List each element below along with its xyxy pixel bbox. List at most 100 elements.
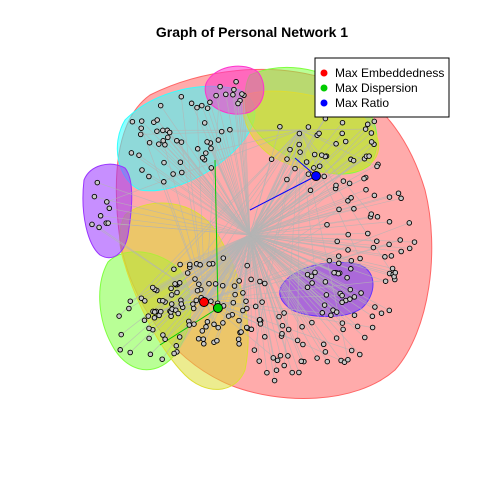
- edge: [204, 299, 345, 363]
- edge: [161, 234, 251, 360]
- edge: [249, 164, 379, 236]
- node: [129, 118, 136, 125]
- node: [339, 320, 346, 326]
- edge: [140, 128, 206, 301]
- node: [204, 319, 211, 325]
- node: [217, 83, 223, 90]
- node: [277, 352, 284, 359]
- node: [154, 117, 160, 123]
- node: [194, 104, 200, 111]
- edge: [156, 119, 251, 236]
- node: [208, 145, 214, 152]
- node: [171, 266, 177, 272]
- highlight-layer: [199, 171, 321, 313]
- node: [199, 328, 206, 334]
- node: [211, 321, 217, 328]
- node: [284, 156, 290, 162]
- node: [174, 289, 180, 296]
- node: [311, 151, 318, 158]
- edge: [249, 234, 275, 381]
- node: [309, 319, 315, 326]
- node: [201, 120, 208, 126]
- node: [339, 119, 346, 126]
- node: [116, 313, 122, 319]
- node: [297, 149, 303, 155]
- edge: [249, 234, 393, 269]
- node: [406, 220, 413, 226]
- node: [227, 126, 233, 133]
- legend-marker-ratio: [320, 99, 328, 107]
- edge: [249, 189, 367, 236]
- node: [300, 341, 306, 348]
- node: [368, 211, 375, 217]
- node: [174, 137, 180, 144]
- node: [314, 355, 320, 361]
- node: [252, 303, 259, 310]
- node: [238, 329, 244, 335]
- node: [320, 341, 327, 348]
- edge: [249, 159, 352, 236]
- node: [374, 238, 380, 244]
- edge: [119, 234, 251, 351]
- node: [398, 248, 404, 255]
- edge: [215, 95, 251, 236]
- node: [157, 102, 164, 109]
- node: [339, 292, 345, 299]
- node: [186, 322, 193, 328]
- node: [184, 270, 191, 276]
- edge: [249, 234, 324, 345]
- node: [285, 353, 291, 359]
- node: [171, 350, 177, 357]
- edge: [299, 129, 316, 273]
- edge: [239, 100, 251, 236]
- node: [398, 195, 404, 202]
- node: [328, 312, 334, 319]
- node: [213, 92, 219, 99]
- node: [166, 129, 173, 136]
- node: [411, 239, 418, 245]
- node: [307, 187, 314, 194]
- edge: [247, 234, 251, 329]
- node: [363, 186, 369, 193]
- node: [235, 336, 242, 342]
- edge: [156, 130, 251, 236]
- node: [324, 221, 330, 228]
- node: [318, 152, 325, 158]
- node: [136, 152, 142, 158]
- edge: [249, 234, 343, 303]
- node: [368, 139, 375, 145]
- node: [168, 285, 174, 292]
- node: [159, 356, 165, 362]
- node: [251, 347, 258, 353]
- edge: [204, 295, 343, 301]
- edge: [249, 185, 337, 236]
- node: [273, 367, 280, 373]
- node: [277, 123, 283, 130]
- node: [319, 310, 326, 316]
- node: [406, 245, 413, 252]
- node: [146, 139, 153, 146]
- edge: [164, 234, 251, 340]
- node: [137, 131, 144, 138]
- node: [397, 237, 403, 243]
- node: [257, 316, 263, 323]
- node: [236, 278, 242, 284]
- node: [333, 141, 339, 147]
- node: [160, 137, 166, 144]
- node: [106, 205, 113, 212]
- node: [271, 377, 278, 384]
- edge: [163, 162, 251, 236]
- node: [97, 213, 104, 219]
- node: [146, 173, 152, 180]
- node: [141, 317, 148, 324]
- node: [128, 150, 135, 156]
- edge: [120, 234, 251, 335]
- node: [285, 326, 292, 333]
- edge: [100, 215, 251, 236]
- node: [350, 157, 357, 164]
- edge: [249, 234, 339, 264]
- node: [333, 182, 339, 189]
- edge: [249, 234, 358, 327]
- node: [347, 296, 353, 302]
- node: [346, 180, 353, 187]
